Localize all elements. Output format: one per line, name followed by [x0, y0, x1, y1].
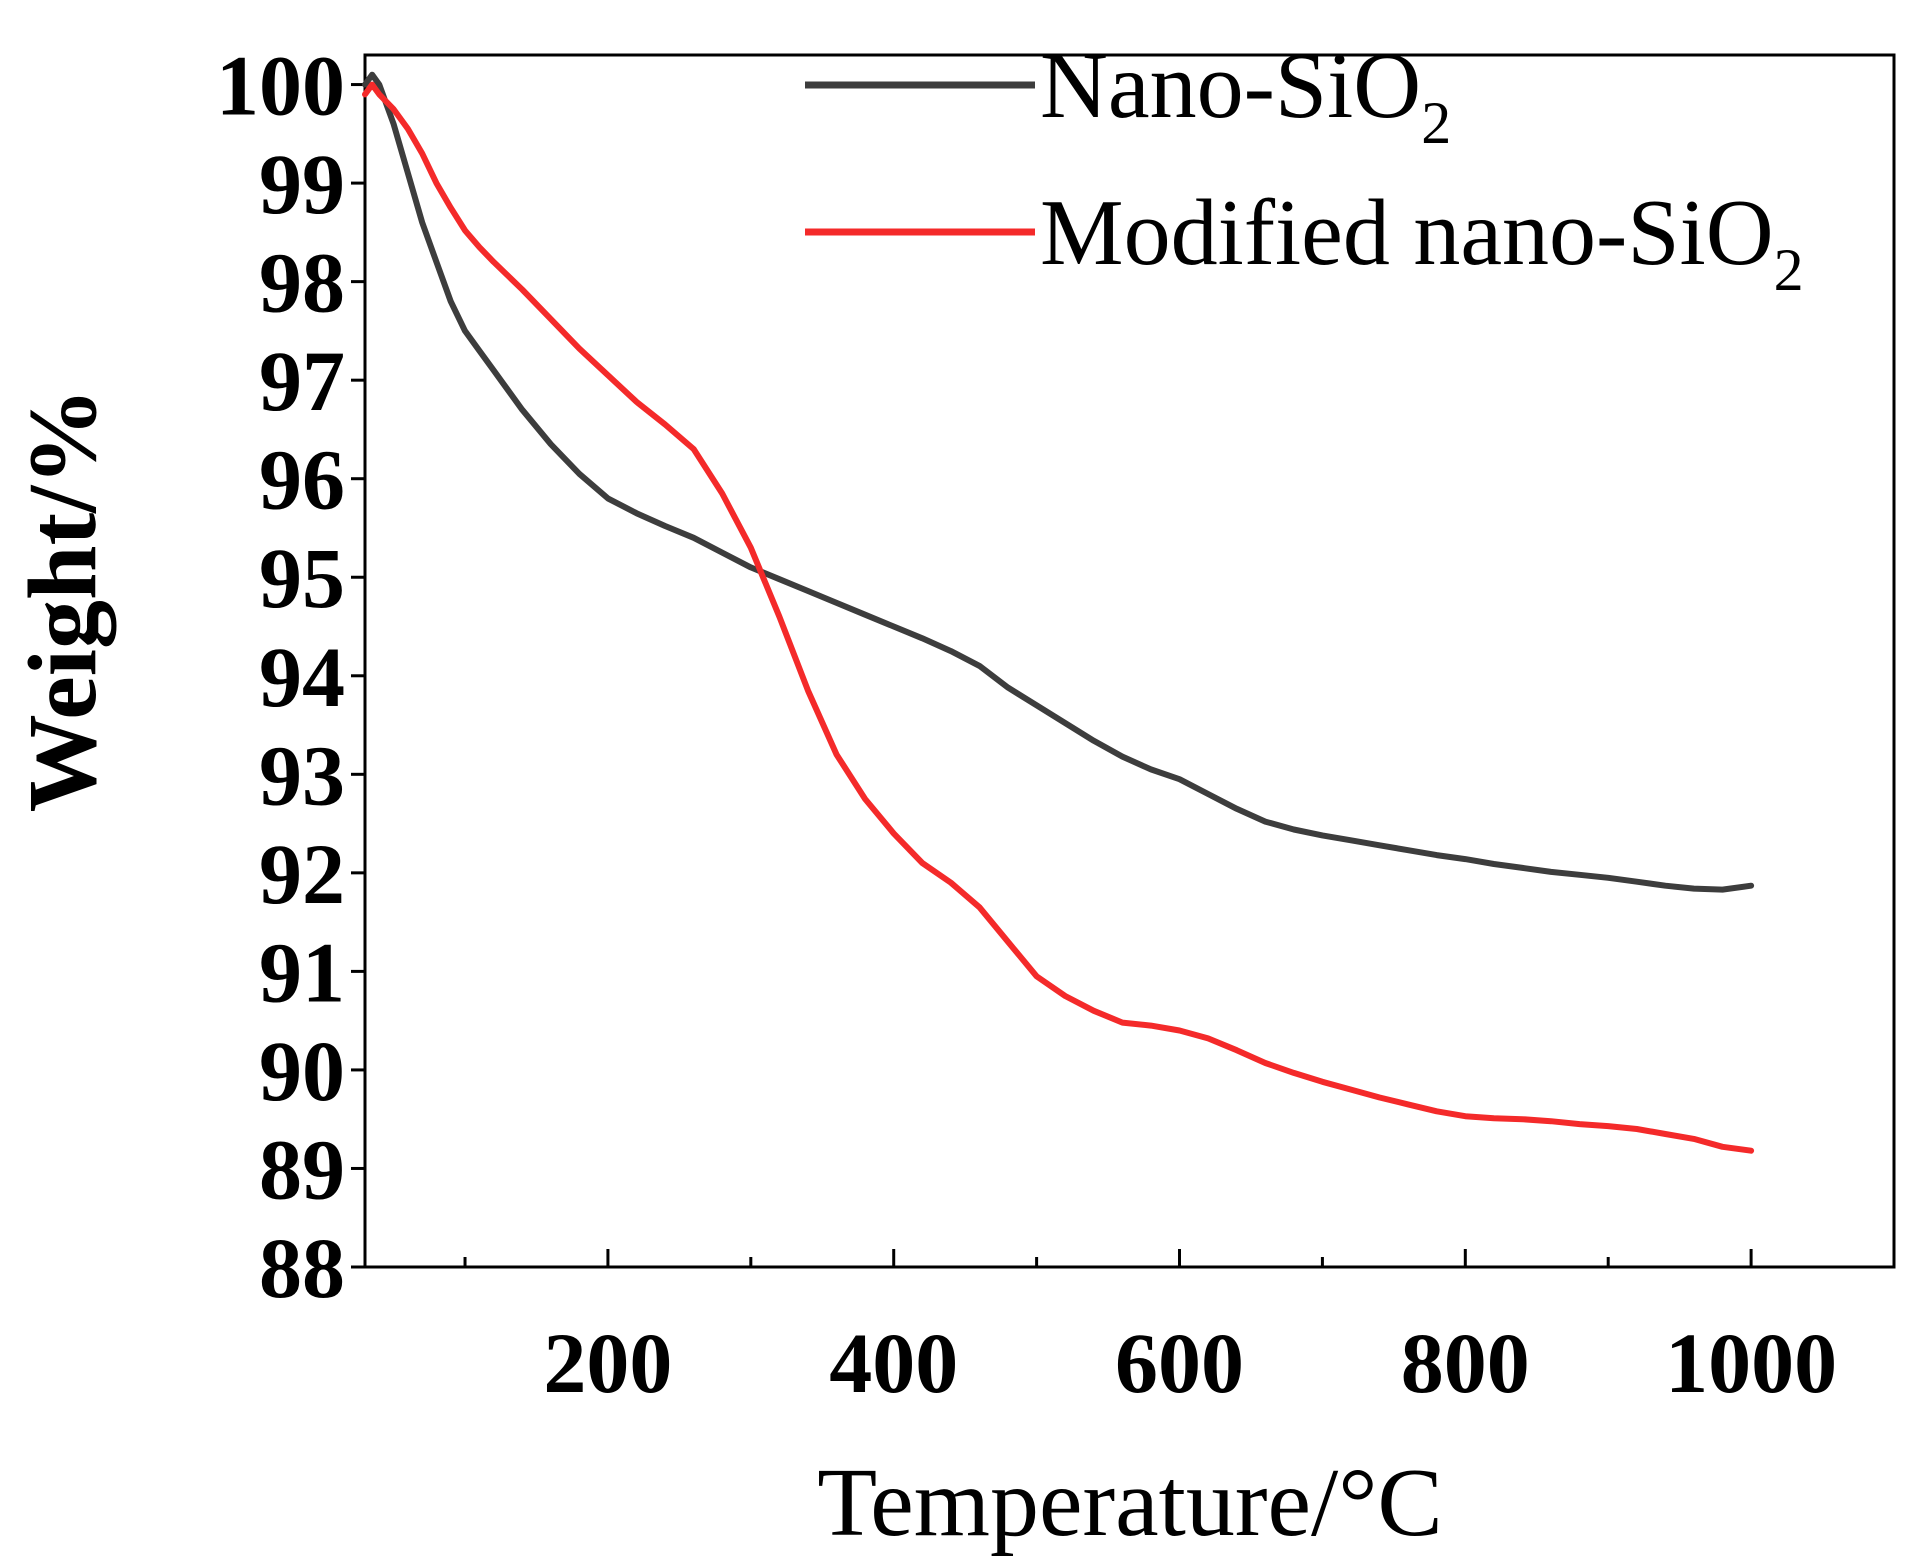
- y-tick-label: 89: [259, 1121, 345, 1217]
- y-axis-title: Weight/%: [9, 388, 117, 813]
- y-tick-label: 93: [259, 727, 345, 823]
- y-tick-label: 94: [259, 629, 345, 725]
- legend-label-subscript: 2: [1774, 237, 1804, 303]
- x-tick-label: 600: [1115, 1315, 1244, 1411]
- legend-label: Nano-SiO2: [1040, 34, 1451, 156]
- y-tick-label: 92: [259, 826, 345, 922]
- x-axis-ticks: 200 400 600 800 1000: [463, 1249, 1837, 1411]
- y-tick-label: 91: [259, 924, 345, 1020]
- x-tick-label: 800: [1401, 1315, 1530, 1411]
- legend-label-subscript: 2: [1421, 90, 1451, 156]
- x-tick-label: 200: [543, 1315, 672, 1411]
- y-tick-label: 96: [259, 432, 345, 528]
- y-tick-label: 95: [259, 530, 345, 626]
- y-tick-label: 97: [259, 333, 345, 429]
- legend-label-main: Modified nano-SiO: [1040, 181, 1774, 285]
- y-tick-label: 100: [216, 38, 345, 134]
- x-tick-label: 400: [829, 1315, 958, 1411]
- x-tick-label: 1000: [1665, 1315, 1837, 1411]
- legend-label-main: Nano-SiO: [1040, 34, 1421, 138]
- plot-area-frame: [363, 53, 1896, 1269]
- x-axis-title: Temperature/°C: [817, 1449, 1443, 1557]
- series-line-nano-sio2: [362, 71, 1755, 893]
- y-tick-label: 99: [259, 136, 345, 232]
- y-tick-label: 90: [259, 1023, 345, 1119]
- y-tick-label: 98: [259, 235, 345, 331]
- series-line-modified-nano-sio2: [362, 81, 1755, 1154]
- series-lines: [362, 71, 1755, 1154]
- legend-label: Modified nano-SiO2: [1040, 181, 1804, 303]
- y-tick-label: 88: [259, 1220, 345, 1316]
